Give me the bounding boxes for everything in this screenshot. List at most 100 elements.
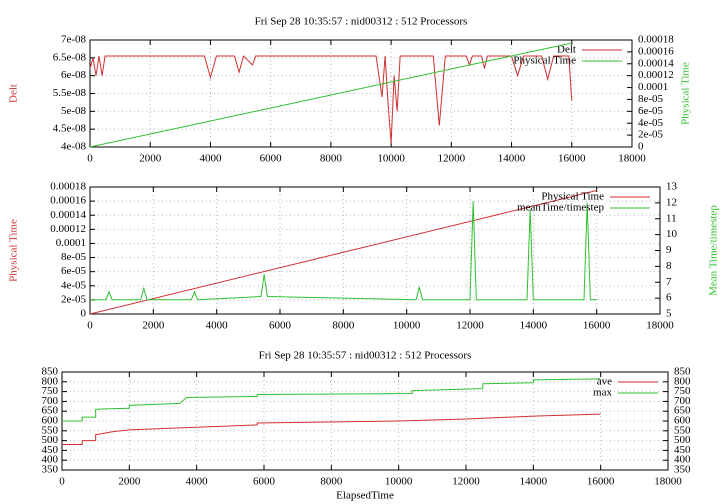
series-line <box>89 42 572 148</box>
y2-tick-label: 5 <box>666 308 672 320</box>
y2-tick-label: 350 <box>674 464 691 476</box>
chart-title: Fri Sep 28 10:35:57 : nid00312 : 512 Pro… <box>255 16 468 28</box>
y2-tick-label: 650 <box>674 405 691 417</box>
y-tick-label: 750 <box>42 385 59 397</box>
y2-tick-label: 400 <box>674 454 691 466</box>
y-tick-label: 6.5e-08 <box>53 51 87 63</box>
series-line <box>89 190 597 315</box>
y2-tick-label: 6e-05 <box>638 105 664 117</box>
series-line <box>62 413 601 446</box>
y2-axis-label: Physical Time <box>680 62 692 125</box>
series-line <box>90 201 597 301</box>
x-tick-label: 12000 <box>438 153 466 165</box>
x-tick-label: 8000 <box>332 320 355 332</box>
x-tick-label: 6000 <box>253 476 276 488</box>
plot-frame <box>89 186 661 315</box>
x-tick-label: 4000 <box>206 320 229 332</box>
y-tick-label: 550 <box>42 424 59 436</box>
y-tick-label: 0.00016 <box>50 195 86 207</box>
x-tick-label: 14000 <box>498 153 526 165</box>
legend-label: Physical Time <box>541 191 604 203</box>
x-tick-label: 12000 <box>452 476 480 488</box>
y-axis-label: Physical Time <box>8 219 20 282</box>
y-tick-label: 0.00018 <box>50 181 86 193</box>
y2-tick-label: 550 <box>674 424 691 436</box>
legend-label: meanTime/timestep <box>517 202 604 214</box>
x-tick-label: 18000 <box>646 320 674 332</box>
y-tick-label: 5e-08 <box>61 105 87 117</box>
y-tick-label: 600 <box>42 415 59 427</box>
y2-tick-label: 13 <box>666 181 678 193</box>
x-tick-label: 16000 <box>558 153 586 165</box>
x-tick-label: 12000 <box>456 320 484 332</box>
x-axis-label: ElapsedTime <box>336 490 394 502</box>
y-tick-label: 800 <box>42 375 59 387</box>
x-tick-label: 14000 <box>520 320 548 332</box>
y-tick-label: 0 <box>81 308 87 320</box>
x-tick-label: 10000 <box>393 320 421 332</box>
y2-tick-label: 9 <box>666 244 672 256</box>
y2-tick-label: 8e-05 <box>638 93 664 105</box>
y-tick-label: 0.00014 <box>50 209 86 221</box>
y-tick-label: 500 <box>42 434 59 446</box>
y2-tick-label: 7 <box>666 276 672 288</box>
x-tick-label: 10000 <box>377 153 405 165</box>
x-tick-label: 6000 <box>260 153 283 165</box>
y-tick-label: 4e-08 <box>61 141 87 153</box>
x-tick-label: 2000 <box>118 476 141 488</box>
chart-title: Fri Sep 28 10:35:57 : nid00312 : 512 Pro… <box>259 350 472 362</box>
y2-tick-label: 700 <box>674 395 691 407</box>
y2-tick-label: 0.00012 <box>638 69 674 81</box>
y-tick-label: 0.00012 <box>50 223 86 235</box>
y-tick-label: 650 <box>42 405 59 417</box>
y2-tick-label: 4e-05 <box>638 117 664 129</box>
y2-tick-label: 12 <box>666 196 677 208</box>
y-tick-label: 4e-05 <box>61 279 87 291</box>
y2-tick-label: 10 <box>666 228 678 240</box>
y2-tick-label: 0.0001 <box>638 81 668 93</box>
x-tick-label: 4000 <box>199 153 222 165</box>
x-tick-label: 0 <box>87 320 93 332</box>
y2-tick-label: 6 <box>666 292 672 304</box>
plot: Fri Sep 28 10:35:57 : nid00312 : 512 Pro… <box>42 350 692 502</box>
legend-label: max <box>593 387 612 399</box>
y-tick-label: 6e-08 <box>61 69 87 81</box>
plot: 0 2000 4000 6000 8000 10000 12000 14000 16000 180… <box>8 181 720 332</box>
x-tick-label: 6000 <box>269 320 292 332</box>
y-tick-label: 2e-05 <box>61 293 87 305</box>
x-tick-label: 0 <box>87 153 93 165</box>
y-tick-label: 450 <box>42 444 59 456</box>
y-tick-label: 700 <box>42 395 59 407</box>
x-tick-label: 4000 <box>186 476 209 488</box>
y2-tick-label: 850 <box>674 366 691 378</box>
y2-tick-label: 450 <box>674 444 691 456</box>
y-tick-label: 4.5e-08 <box>53 123 87 135</box>
y2-axis-label: Mean Time/timestep <box>708 205 720 296</box>
y-tick-label: 6e-05 <box>61 265 87 277</box>
y-tick-label: 8e-05 <box>61 251 87 263</box>
y2-tick-label: 500 <box>674 434 691 446</box>
series-line <box>89 55 573 144</box>
y-tick-label: 850 <box>42 366 59 378</box>
legend-label: Delt <box>557 44 576 56</box>
x-tick-label: 18000 <box>618 153 646 165</box>
x-tick-label: 16000 <box>587 476 615 488</box>
legend-label: Physical Time <box>513 55 576 67</box>
x-tick-label: 18000 <box>654 476 682 488</box>
y2-tick-label: 750 <box>674 385 691 397</box>
x-tick-label: 2000 <box>139 153 162 165</box>
y2-tick-label: 0 <box>638 141 644 153</box>
x-tick-label: 0 <box>59 476 65 488</box>
y-axis-label: Delt <box>8 84 20 103</box>
y-tick-label: 7e-08 <box>61 34 87 46</box>
y2-tick-label: 11 <box>666 212 677 224</box>
x-tick-label: 16000 <box>583 320 611 332</box>
y-tick-label: 350 <box>42 464 59 476</box>
y-tick-label: 0.0001 <box>56 237 86 249</box>
y2-tick-label: 8 <box>666 260 672 272</box>
x-tick-label: 8000 <box>320 476 343 488</box>
x-tick-label: 8000 <box>320 153 343 165</box>
y-tick-label: 5.5e-08 <box>53 87 87 99</box>
y2-tick-label: 0.00014 <box>638 57 674 69</box>
